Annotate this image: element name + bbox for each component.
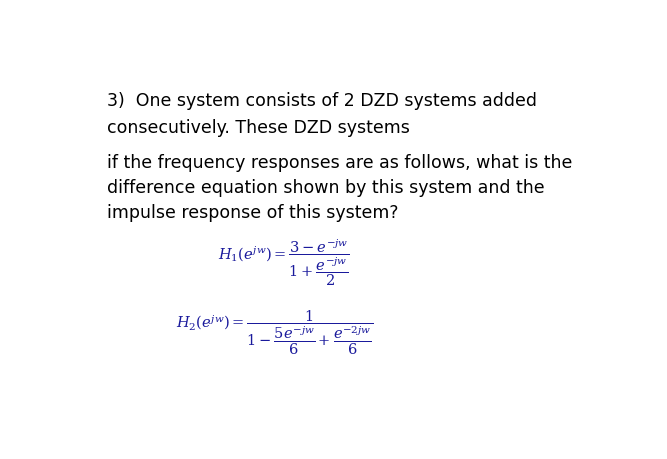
Text: if the frequency responses are as follows, what is the: if the frequency responses are as follow… [107, 154, 572, 172]
Text: difference equation shown by this system and the: difference equation shown by this system… [107, 179, 544, 197]
Text: impulse response of this system?: impulse response of this system? [107, 203, 398, 222]
Text: 3)  One system consists of 2 DZD systems added: 3) One system consists of 2 DZD systems … [107, 92, 537, 110]
Text: $H_1(e^{jw}) = \dfrac{3 - e^{-jw}}{1 + \dfrac{e^{-jw}}{2}}$: $H_1(e^{jw}) = \dfrac{3 - e^{-jw}}{1 + \… [217, 236, 350, 287]
Text: consecutively. These DZD systems: consecutively. These DZD systems [107, 119, 410, 137]
Text: $H_2(e^{jw}) = \dfrac{1}{1 - \dfrac{5e^{-jw}}{6} + \dfrac{e^{-2jw}}{6}}$: $H_2(e^{jw}) = \dfrac{1}{1 - \dfrac{5e^{… [176, 308, 374, 357]
